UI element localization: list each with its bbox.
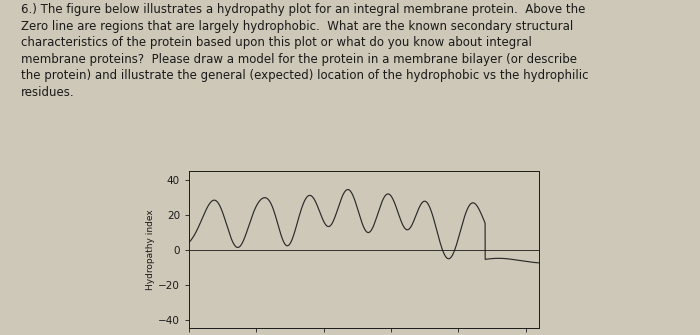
- Y-axis label: Hydropathy index: Hydropathy index: [146, 209, 155, 290]
- Text: 6.) The figure below illustrates a hydropathy plot for an integral membrane prot: 6.) The figure below illustrates a hydro…: [21, 3, 589, 99]
